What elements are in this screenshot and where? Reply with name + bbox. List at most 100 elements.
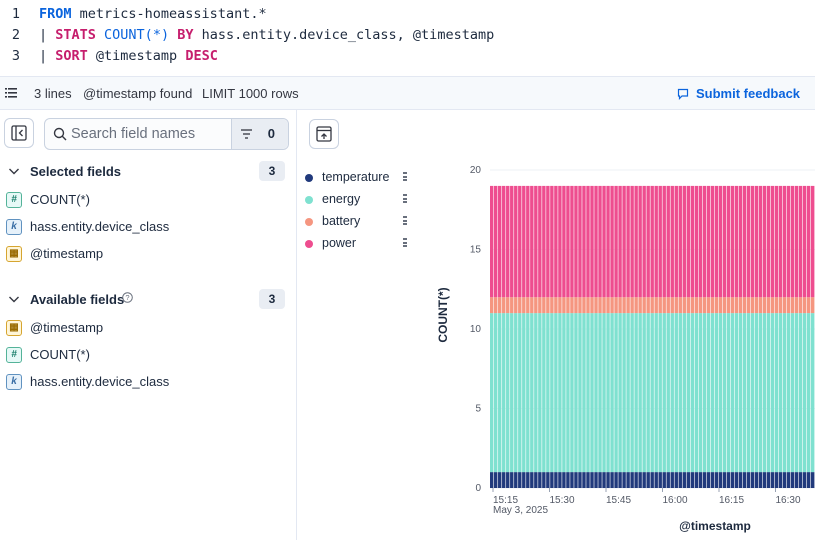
bar-segment-energy[interactable] bbox=[606, 313, 610, 473]
bar-segment-battery[interactable] bbox=[602, 297, 606, 314]
bar-segment-battery[interactable] bbox=[526, 297, 530, 314]
bar-segment-power[interactable] bbox=[650, 185, 654, 298]
bar-segment-energy[interactable] bbox=[550, 313, 554, 473]
bar-segment-temperature[interactable] bbox=[802, 472, 807, 488]
bar-segment-energy[interactable] bbox=[494, 313, 498, 473]
field-item[interactable]: ▦ @timestamp bbox=[6, 318, 286, 338]
bar-segment-power[interactable] bbox=[566, 185, 570, 298]
legend-item[interactable]: power bbox=[305, 235, 415, 253]
bar-segment-power[interactable] bbox=[594, 185, 598, 298]
bar-segment-temperature[interactable] bbox=[658, 472, 662, 488]
bar-segment-battery[interactable] bbox=[646, 297, 650, 314]
bar-segment-battery[interactable] bbox=[758, 297, 763, 314]
bar-segment-battery[interactable] bbox=[538, 297, 542, 314]
bar-segment-temperature[interactable] bbox=[618, 472, 622, 488]
bar-segment-battery[interactable] bbox=[670, 297, 674, 314]
bar-segment-energy[interactable] bbox=[530, 313, 534, 473]
bar-segment-power[interactable] bbox=[690, 185, 695, 298]
bar-segment-battery[interactable] bbox=[770, 297, 775, 314]
bar-segment-temperature[interactable] bbox=[798, 472, 803, 488]
bar-segment-energy[interactable] bbox=[690, 313, 695, 473]
bar-segment-temperature[interactable] bbox=[714, 472, 719, 488]
bar-segment-temperature[interactable] bbox=[662, 472, 666, 488]
bar-segment-battery[interactable] bbox=[498, 297, 502, 314]
feedback-icon[interactable] bbox=[677, 88, 689, 100]
bar-segment-energy[interactable] bbox=[666, 313, 670, 473]
bar-segment-temperature[interactable] bbox=[554, 472, 558, 488]
bar-segment-energy[interactable] bbox=[562, 313, 566, 473]
bar-segment-temperature[interactable] bbox=[654, 472, 658, 488]
bar-segment-power[interactable] bbox=[790, 185, 795, 298]
bar-segment-power[interactable] bbox=[678, 185, 682, 298]
bar-segment-temperature[interactable] bbox=[510, 472, 514, 488]
bar-segment-battery[interactable] bbox=[782, 297, 787, 314]
bar-segment-power[interactable] bbox=[498, 185, 502, 298]
bar-segment-battery[interactable] bbox=[630, 297, 634, 314]
bar-segment-power[interactable] bbox=[770, 185, 775, 298]
bar-segment-power[interactable] bbox=[694, 185, 699, 298]
bar-segment-energy[interactable] bbox=[794, 313, 799, 473]
bar-segment-battery[interactable] bbox=[534, 297, 538, 314]
bar-segment-energy[interactable] bbox=[554, 313, 558, 473]
bar-segment-temperature[interactable] bbox=[534, 472, 538, 488]
bar-segment-battery[interactable] bbox=[610, 297, 614, 314]
bar-segment-temperature[interactable] bbox=[574, 472, 578, 488]
bar-segment-power[interactable] bbox=[538, 185, 542, 298]
available-fields-toggle[interactable]: Available fields ? 3 bbox=[0, 288, 297, 310]
bar-segment-battery[interactable] bbox=[542, 297, 546, 314]
bar-segment-temperature[interactable] bbox=[774, 472, 779, 488]
bar-segment-battery[interactable] bbox=[762, 297, 767, 314]
bar-segment-battery[interactable] bbox=[594, 297, 598, 314]
bar-segment-battery[interactable] bbox=[750, 297, 755, 314]
bar-segment-power[interactable] bbox=[706, 185, 711, 298]
bar-segment-temperature[interactable] bbox=[674, 472, 678, 488]
bar-segment-power[interactable] bbox=[602, 185, 606, 298]
bar-segment-power[interactable] bbox=[502, 185, 506, 298]
bar-segment-power[interactable] bbox=[806, 185, 811, 298]
bar-segment-battery[interactable] bbox=[614, 297, 618, 314]
collapse-sidebar-button[interactable] bbox=[4, 118, 34, 148]
bar-segment-energy[interactable] bbox=[782, 313, 787, 473]
bar-segment-energy[interactable] bbox=[618, 313, 622, 473]
bar-segment-battery[interactable] bbox=[802, 297, 807, 314]
bar-segment-energy[interactable] bbox=[722, 313, 727, 473]
bar-segment-power[interactable] bbox=[622, 185, 626, 298]
field-item[interactable]: ▦ @timestamp bbox=[6, 244, 286, 264]
bar-segment-battery[interactable] bbox=[798, 297, 803, 314]
bar-segment-power[interactable] bbox=[626, 185, 630, 298]
bar-segment-power[interactable] bbox=[490, 185, 494, 298]
bar-segment-temperature[interactable] bbox=[750, 472, 755, 488]
bar-segment-power[interactable] bbox=[722, 185, 727, 298]
bar-segment-battery[interactable] bbox=[494, 297, 498, 314]
bar-segment-power[interactable] bbox=[550, 185, 554, 298]
bar-segment-temperature[interactable] bbox=[706, 472, 711, 488]
bar-segment-energy[interactable] bbox=[730, 313, 735, 473]
bar-segment-battery[interactable] bbox=[778, 297, 783, 314]
bar-segment-temperature[interactable] bbox=[738, 472, 743, 488]
bar-segment-temperature[interactable] bbox=[558, 472, 562, 488]
bar-segment-temperature[interactable] bbox=[622, 472, 626, 488]
bar-segment-temperature[interactable] bbox=[778, 472, 783, 488]
bar-segment-battery[interactable] bbox=[806, 297, 811, 314]
bar-segment-temperature[interactable] bbox=[582, 472, 586, 488]
bar-segment-battery[interactable] bbox=[574, 297, 578, 314]
bar-segment-power[interactable] bbox=[766, 185, 771, 298]
bar-segment-temperature[interactable] bbox=[566, 472, 570, 488]
bar-segment-power[interactable] bbox=[734, 185, 739, 298]
bar-segment-temperature[interactable] bbox=[630, 472, 634, 488]
bar-segment-temperature[interactable] bbox=[606, 472, 610, 488]
bar-segment-power[interactable] bbox=[682, 185, 686, 298]
bar-segment-energy[interactable] bbox=[634, 313, 638, 473]
bar-segment-temperature[interactable] bbox=[614, 472, 618, 488]
bar-segment-temperature[interactable] bbox=[542, 472, 546, 488]
bar-segment-battery[interactable] bbox=[578, 297, 582, 314]
bar-segment-power[interactable] bbox=[802, 185, 807, 298]
bar-segment-energy[interactable] bbox=[558, 313, 562, 473]
bar-segment-battery[interactable] bbox=[618, 297, 622, 314]
bar-segment-power[interactable] bbox=[606, 185, 610, 298]
bar-segment-power[interactable] bbox=[590, 185, 594, 298]
bar-segment-temperature[interactable] bbox=[550, 472, 554, 488]
bar-segment-energy[interactable] bbox=[574, 313, 578, 473]
bar-segment-energy[interactable] bbox=[654, 313, 658, 473]
bar-segment-temperature[interactable] bbox=[546, 472, 550, 488]
